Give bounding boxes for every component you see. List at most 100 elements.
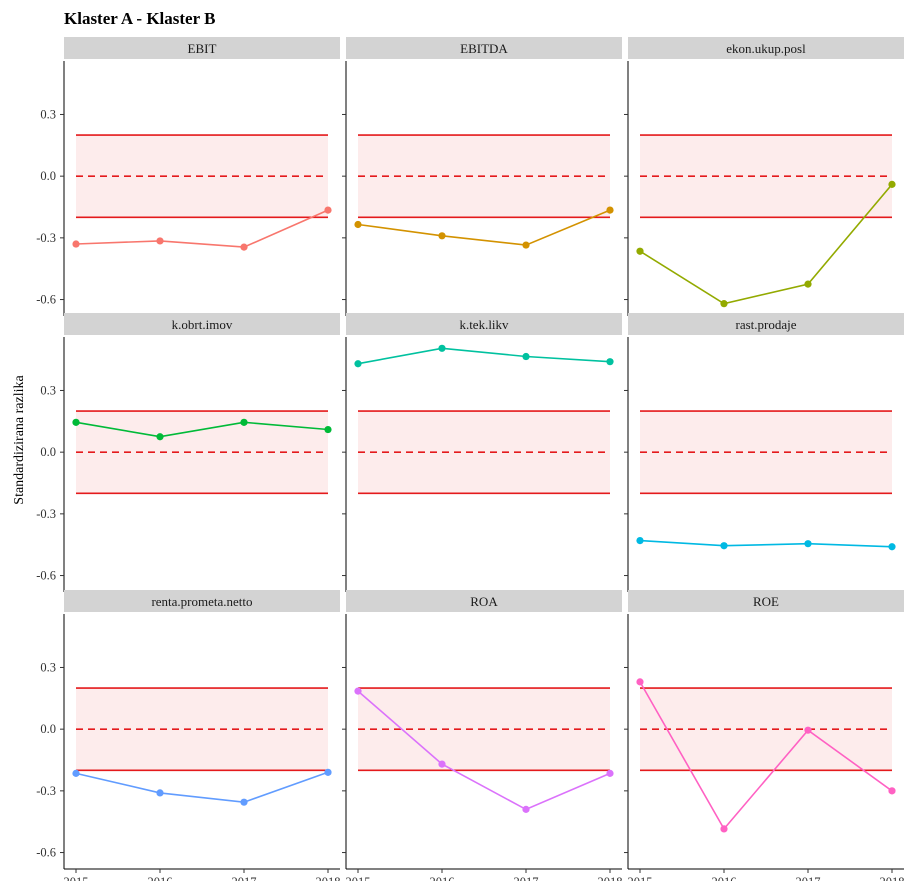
facet-panels: EBIT 0.3 0.0 -0.3 -0.6 EBITDA ekon.ukup.posl k.… [36,37,905,881]
y-axis-title: Standardizirana razlika [12,375,27,505]
facet-strip-label: ROE [753,594,779,609]
data-point [522,241,530,249]
data-point [156,789,164,797]
data-point [354,220,362,229]
y-tick-label: -0.6 [36,293,56,307]
y-tick-label: 0.3 [40,660,56,674]
series-line-ROA [357,690,611,811]
data-point [438,344,446,352]
facet-panel-renta.prometa.netto: renta.prometa.netto 0.3 0.0 -0.3 -0.6 2015 201… [36,590,341,881]
x-tick-label: 2016 [430,875,455,881]
facet-strip [628,313,904,335]
y-tick-label: -0.6 [36,846,56,860]
y-tick-label: -0.3 [36,231,56,245]
facet-strip [346,590,622,612]
facet-strip [628,37,904,59]
facet-strip [346,37,622,59]
facet-strip [64,590,340,612]
series-line-k.obrt.imov [75,421,329,438]
facet-panel-k.tek.likv: k.tek.likv [342,313,622,592]
y-tick-label: 0.3 [40,383,56,397]
x-tick-label: 2016 [148,875,173,881]
x-tick-label: 2018 [316,875,341,881]
facet-strip-label: rast.prodaje [735,317,796,332]
facet-panel-ROE: ROE 2015 2016 2017 2018 [624,590,905,881]
data-point [720,825,728,833]
x-tick-label: 2015 [64,875,89,881]
x-tick-label: 2018 [880,875,905,881]
data-point [888,543,896,551]
facet-panel-ekon.ukup.posl: ekon.ukup.posl [624,37,904,316]
x-tick-label: 2015 [346,875,371,881]
facet-strip-label: EBIT [188,41,217,56]
data-point [72,769,80,777]
facet-strip-label: ROA [470,594,498,609]
data-point [636,247,644,255]
series-line-EBITDA [357,209,611,246]
data-point [606,206,614,214]
data-point [636,536,644,545]
series-line-k.tek.likv [357,347,611,365]
facet-panel-EBITDA: EBITDA [342,37,622,316]
x-tick-label: 2016 [712,875,737,881]
series-line-ROE [639,681,893,831]
series-line-ekon.ukup.posl [639,183,893,305]
data-point [240,243,248,251]
facet-strip-label: k.obrt.imov [172,317,233,332]
data-point [240,418,248,426]
data-point [156,237,164,245]
facet-panel-rast.prodaje: rast.prodaje [624,313,904,592]
facet-panel-EBIT: EBIT 0.3 0.0 -0.3 -0.6 [36,37,340,316]
facet-strip [64,37,340,59]
data-point [354,687,362,695]
series-line-EBIT [75,209,329,248]
series-line-rast.prodaje [639,539,893,548]
y-tick-label: 0.0 [40,169,56,183]
data-point [606,769,614,777]
data-point [888,180,896,188]
y-tick-label: -0.6 [36,569,56,583]
facet-panel-ROA: ROA 2015 2016 2017 2018 [342,590,623,881]
data-point [72,240,80,248]
data-point [804,540,812,548]
facet-strip [346,313,622,335]
x-tick-label: 2015 [628,875,653,881]
facet-strip-label: renta.prometa.netto [151,594,252,609]
y-tick-label: 0.0 [40,445,56,459]
data-point [438,232,446,240]
facet-strip [628,590,904,612]
data-point [804,280,812,288]
facet-strip-label: ekon.ukup.posl [726,41,806,56]
data-point [720,300,728,308]
data-point [240,798,248,806]
data-point [354,360,362,368]
series-line-renta.prometa.netto [75,771,329,804]
y-tick-label: 0.0 [40,722,56,736]
data-point [804,726,812,734]
data-point [522,805,530,813]
y-tick-label: -0.3 [36,784,56,798]
y-tick-label: 0.3 [40,107,56,121]
facet-strip-label: k.tek.likv [459,317,509,332]
x-tick-label: 2017 [232,875,257,881]
data-point [888,787,896,795]
data-point [522,352,530,361]
data-point [72,418,80,426]
x-tick-label: 2017 [514,875,539,881]
data-point [324,425,332,434]
data-point [324,768,332,776]
x-tick-label: 2017 [796,875,821,881]
data-point [606,358,614,366]
data-point [156,433,164,441]
data-point [720,542,728,550]
facet-strip-label: EBITDA [460,41,508,56]
x-tick-label: 2018 [598,875,623,881]
facet-panel-k.obrt.imov: k.obrt.imov 0.3 0.0 -0.3 -0.6 [36,313,340,592]
facet-strip [64,313,340,335]
data-point [636,678,644,686]
data-point [324,206,332,214]
data-point [438,760,446,768]
y-tick-label: -0.3 [36,507,56,521]
chart-title: Klaster A - Klaster B [64,9,215,28]
